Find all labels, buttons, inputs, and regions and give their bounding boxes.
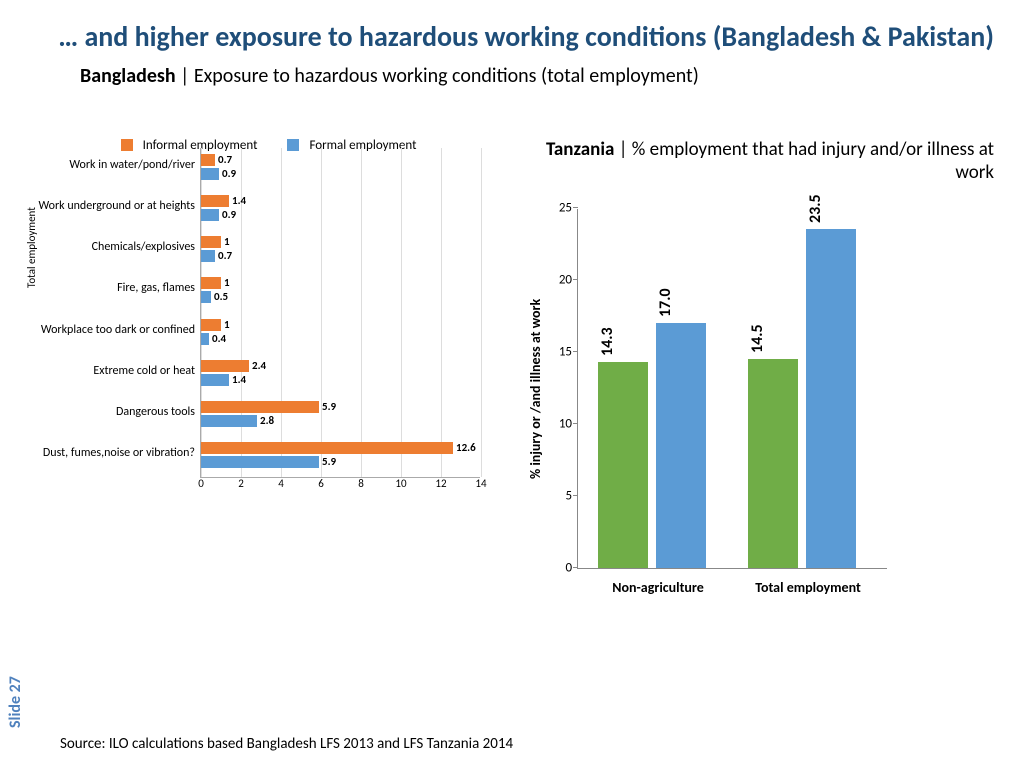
hbar-row: Extreme cold or heat2.41.4 [201,354,480,395]
source-text: Source: ILO calculations based Banglades… [60,735,513,753]
hbar-value-label: 12.6 [456,441,476,454]
vbar-value-label: 23.5 [806,195,825,224]
hbar-bar-informal [201,319,221,331]
hbar-category-label: Work in water/pond/river [35,158,195,172]
hbar-xtick-label: 2 [238,477,244,490]
hbar-bar-informal [201,236,221,248]
tanzania-subtitle: Tanzania | % employment that had injury … [517,138,994,184]
hbar-value-label: 5.9 [322,400,336,413]
vbar-value-label: 14.3 [598,327,617,356]
hbar-bar-informal [201,442,453,454]
hbar-bar-formal [201,291,211,303]
hbar-value-label: 0.9 [222,208,236,221]
hbar-chart-area: Total employment 02468101214Work in wate… [30,138,497,558]
hbar-value-label: 0.5 [214,290,228,303]
hbar-value-label: 2.4 [252,359,266,372]
hbar-value-label: 0.7 [218,153,232,166]
hbar-category-label: Dangerous tools [35,405,195,419]
hbar-category-label: Extreme cold or heat [35,364,195,378]
vbar-bar-informal [656,323,706,568]
vbar-bar-informal [806,229,856,567]
vbar-ytick-label: 20 [559,272,572,287]
hbar-bar-informal [201,154,215,166]
hbar-bar-formal [201,333,209,345]
hbar-value-label: 1 [224,318,230,331]
hbar-category-label: Workplace too dark or confined [35,323,195,337]
vbar-ytick-label: 10 [559,416,572,431]
bangladesh-subtitle-rest: | Exposure to hazardous working conditio… [176,64,699,88]
hbar-row: Chemicals/explosives10.7 [201,230,480,271]
hbar-bar-informal [201,277,221,289]
hbar-bar-informal [201,401,319,413]
hbar-category-label: Chemicals/explosives [35,240,195,254]
vbar-ytick-mark [573,495,578,496]
tanzania-subtitle-rest: | % employment that had injury and/or il… [614,138,994,184]
vbar-yaxis-label: % injury or /and illness at work [527,298,544,478]
legend-swatch [121,139,133,151]
slide: … and higher exposure to hazardous worki… [0,0,1024,768]
hbar-xtick-label: 8 [358,477,364,490]
vbar-value-label: 14.5 [748,324,767,353]
hbar-row: Dust, fumes,noise or vibration?12.65.9 [201,436,480,477]
hbar-bar-formal [201,250,215,262]
vbar-ytick-mark [573,207,578,208]
hbar-xticks: 02468101214 [201,477,480,495]
hbar-bar-informal [201,360,249,372]
hbar-xtick-label: 4 [278,477,284,490]
hbar-row: Work in water/pond/river0.70.9 [201,148,480,189]
hbar-value-label: 1 [224,235,230,248]
hbar-bar-formal [201,456,319,468]
bangladesh-chart: Total employment 02468101214Work in wate… [30,108,497,619]
hbar-value-label: 0.7 [218,249,232,262]
hbar-value-label: 5.9 [322,455,336,468]
page-title: … and higher exposure to hazardous worki… [30,20,994,54]
hbar-xtick-label: 12 [435,477,446,490]
vbar-chart-area: % injury or /and illness at work 0 5 10 15 2… [517,199,994,619]
vbar-ytick-mark [573,423,578,424]
vbar-bar-formal [748,359,798,568]
hbar-plot: 02468101214Work in water/pond/river0.70.… [200,148,480,478]
bangladesh-subtitle-bold: Bangladesh [80,64,176,88]
hbar-bar-formal [201,209,219,221]
slide-number: Slide 27 [6,676,25,728]
vbar-category-label: Non-agriculture [588,579,728,596]
hbar-xtick-label: 14 [475,477,486,490]
hbar-category-label: Work underground or at heights [35,199,195,213]
hbar-value-label: 0.4 [212,332,226,345]
hbar-category-label: Dust, fumes,noise or vibration? [35,446,195,460]
hbar-bar-formal [201,415,257,427]
hbar-xtick-label: 6 [318,477,324,490]
vbar-ytick-mark [573,567,578,568]
hbar-bar-informal [201,195,229,207]
hbar-xtick-label: 10 [395,477,406,490]
vbar-category-label: Total employment [738,579,878,596]
hbar-row: Fire, gas, flames10.5 [201,271,480,312]
hbar-value-label: 1 [224,276,230,289]
hbar-row: Workplace too dark or confined10.4 [201,313,480,354]
content-row: Total employment 02468101214Work in wate… [30,108,994,619]
vbar-value-label: 17.0 [656,288,675,317]
vbar-bar-formal [598,362,648,568]
tanzania-subtitle-bold: Tanzania [546,138,614,161]
bangladesh-subtitle: Bangladesh | Exposure to hazardous worki… [80,64,994,88]
hbar-row: Dangerous tools5.92.8 [201,395,480,436]
hbar-value-label: 1.4 [232,194,246,207]
vbar-ytick-label: 15 [559,344,572,359]
vbar-plot: 051015202514.317.0Non-agriculture14.523.… [577,209,887,569]
hbar-gridline [481,148,482,477]
hbar-value-label: 1.4 [232,373,246,386]
vbar-ytick-mark [573,279,578,280]
hbar-bar-formal [201,168,219,180]
hbar-row: Work underground or at heights1.40.9 [201,189,480,230]
hbar-value-label: 2.8 [260,414,274,427]
vbar-ytick-label: 25 [559,200,572,215]
hbar-bar-formal [201,374,229,386]
tanzania-chart: Tanzania | % employment that had injury … [517,108,994,619]
hbar-value-label: 0.9 [222,167,236,180]
vbar-ytick-mark [573,351,578,352]
vbar-ytick-label: 5 [565,488,572,503]
hbar-xtick-label: 0 [198,477,204,490]
hbar-category-label: Fire, gas, flames [35,281,195,295]
vbar-ytick-label: 0 [565,560,572,575]
